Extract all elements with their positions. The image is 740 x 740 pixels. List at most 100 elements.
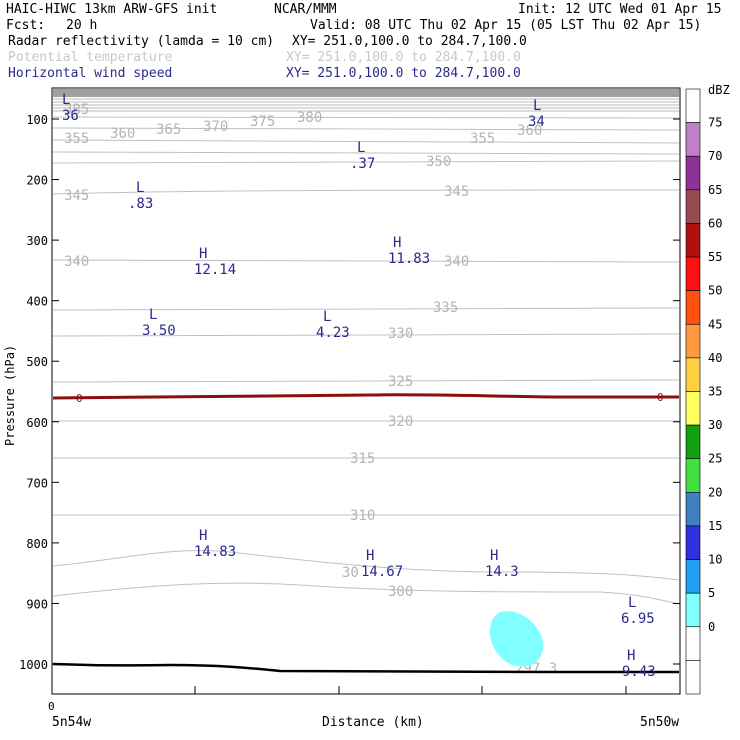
theta-label: 335 [433,300,458,316]
y-tick-label: 100 [26,113,48,127]
wind-extremum-type: L [62,92,70,108]
colorbar-swatch [685,290,701,325]
fcst-label: Fcst: [6,18,46,33]
colorbar-swatch [685,189,701,224]
wind-extremum-value: .83 [128,196,153,212]
theta-label: 345 [64,188,89,204]
colorbar-tick-label: 70 [708,149,722,163]
colorbar-swatch [685,424,701,460]
theta-label: 355 [64,131,89,147]
colorbar-tick-label: 15 [708,519,722,533]
theta-label: 315 [350,451,375,467]
field-theta-xy: XY= 251.0,100.0 to 284.7,100.0 [286,50,521,65]
x-axis-ticks [194,686,627,694]
colorbar-tick-label: 40 [708,351,722,365]
x-tick-label: 0 [48,700,55,713]
fcst-value: 20 h [66,18,98,33]
y-tick-label: 500 [26,355,48,369]
colorbar-swatch [685,626,701,661]
org-label: NCAR/MMM [274,2,337,17]
y-tick-label: 900 [26,597,48,611]
wind-extremum-type: H [199,246,207,262]
wind-extremum-value: 14.67 [361,564,403,580]
colorbar-tick-label: 55 [708,250,722,264]
wind-extremum-type: H [393,235,401,251]
theta-label: 340 [444,254,469,270]
wind-extremum-type: L [323,309,331,325]
y-tick-label: 700 [26,476,48,490]
theta-label: 360 [517,123,542,139]
init-time: Init: 12 UTC Wed 01 Apr 15 [518,2,722,17]
wind-extremum-value: .37 [350,156,375,172]
theta-label: 345 [444,184,469,200]
wind-extremum-value: 12.14 [194,262,236,278]
colorbar-swatch [685,155,701,191]
colorbar-swatch [685,391,701,426]
colorbar-tick-label: 60 [708,216,722,230]
wind-extremum-type: L [628,595,636,611]
wind-extremum-value: 14.3 [485,564,519,580]
x-right-label: 5n50w [640,715,679,730]
field-reflectivity-name: Radar reflectivity (lamda = 10 cm) [8,34,275,49]
colorbar-tick-label: 50 [708,284,722,298]
wind-extremum-type: L [149,307,157,323]
wind-extremum-type: H [199,528,207,544]
wind-extremum-type: H [366,548,374,564]
field-reflectivity-xy: XY= 251.0,100.0 to 284.7,100.0 [292,34,527,49]
theta-label: 355 [470,131,495,147]
theta-label: 30 [342,565,359,581]
y-tick-label: 200 [26,174,48,188]
model-title: HAIC-HIWC 13km ARW-GFS init [6,2,218,17]
theta-label: 370 [203,119,228,135]
wind-extremum-value: 34 [528,114,545,130]
colorbar-swatch [685,492,701,527]
colorbar-tick-label: 65 [708,183,722,197]
colorbar-swatch [685,592,701,628]
x-axis-label: Distance (km) [322,715,424,730]
theta-contours [52,116,680,605]
colorbar-swatch [685,122,701,157]
theta-label: 360 [110,126,135,142]
wind-extremum-value: 4.23 [316,325,350,341]
x-left-label: 5n54w [52,715,91,730]
wind-extremum-type: L [136,180,144,196]
colorbar-swatch [685,88,701,123]
wind-extremum-value: 36 [62,108,79,124]
colorbar-swatch [685,256,701,291]
wind-extremum-value: 11.83 [388,251,430,267]
colorbar-swatch [685,323,701,359]
theta-label: 310 [350,508,375,524]
surface-line [52,662,679,674]
colorbar-swatch [685,223,701,258]
colorbar-swatch [685,660,701,695]
colorbar-tick-label: 0 [708,620,715,634]
reflectivity-echo [489,610,544,667]
colorbar-tick-label: 45 [708,317,722,331]
wind-extremum-type: H [490,548,498,564]
upper-theta-lines [53,98,679,112]
y-tick-label: 600 [26,416,48,430]
colorbar-tick-label: 30 [708,418,722,432]
wind-extremum-type: L [357,140,365,156]
colorbar-swatch [685,357,701,392]
wind-extrema: L 36 L 34 L .37 L .83 H 12.14 H 11.83 L … [62,92,656,680]
theta-label: 300 [388,584,413,600]
theta-label: 385 [64,102,89,118]
colorbar-tick-label: 75 [708,116,722,130]
theta-label: 365 [156,122,181,138]
wind-extremum-value: 14.83 [194,544,236,560]
y-axis-label: Pressure (hPa) [3,345,17,446]
freezing-level-label-left: 0 [76,392,83,405]
theta-label: 340 [64,254,89,270]
theta-labels: 385 360 365 370 375 380 355 360 350 355 … [64,102,557,677]
field-wind-name: Horizontal wind speed [8,66,173,81]
colorbar-tick-label: 25 [708,452,722,466]
theta-label: 325 [388,374,413,390]
theta-label: 350 [426,154,451,170]
colorbar-tick-label: 20 [708,485,722,499]
freezing-level-label-right: 0 [657,391,664,404]
plot-frame [51,87,681,695]
wind-extremum-type: L [533,98,541,114]
